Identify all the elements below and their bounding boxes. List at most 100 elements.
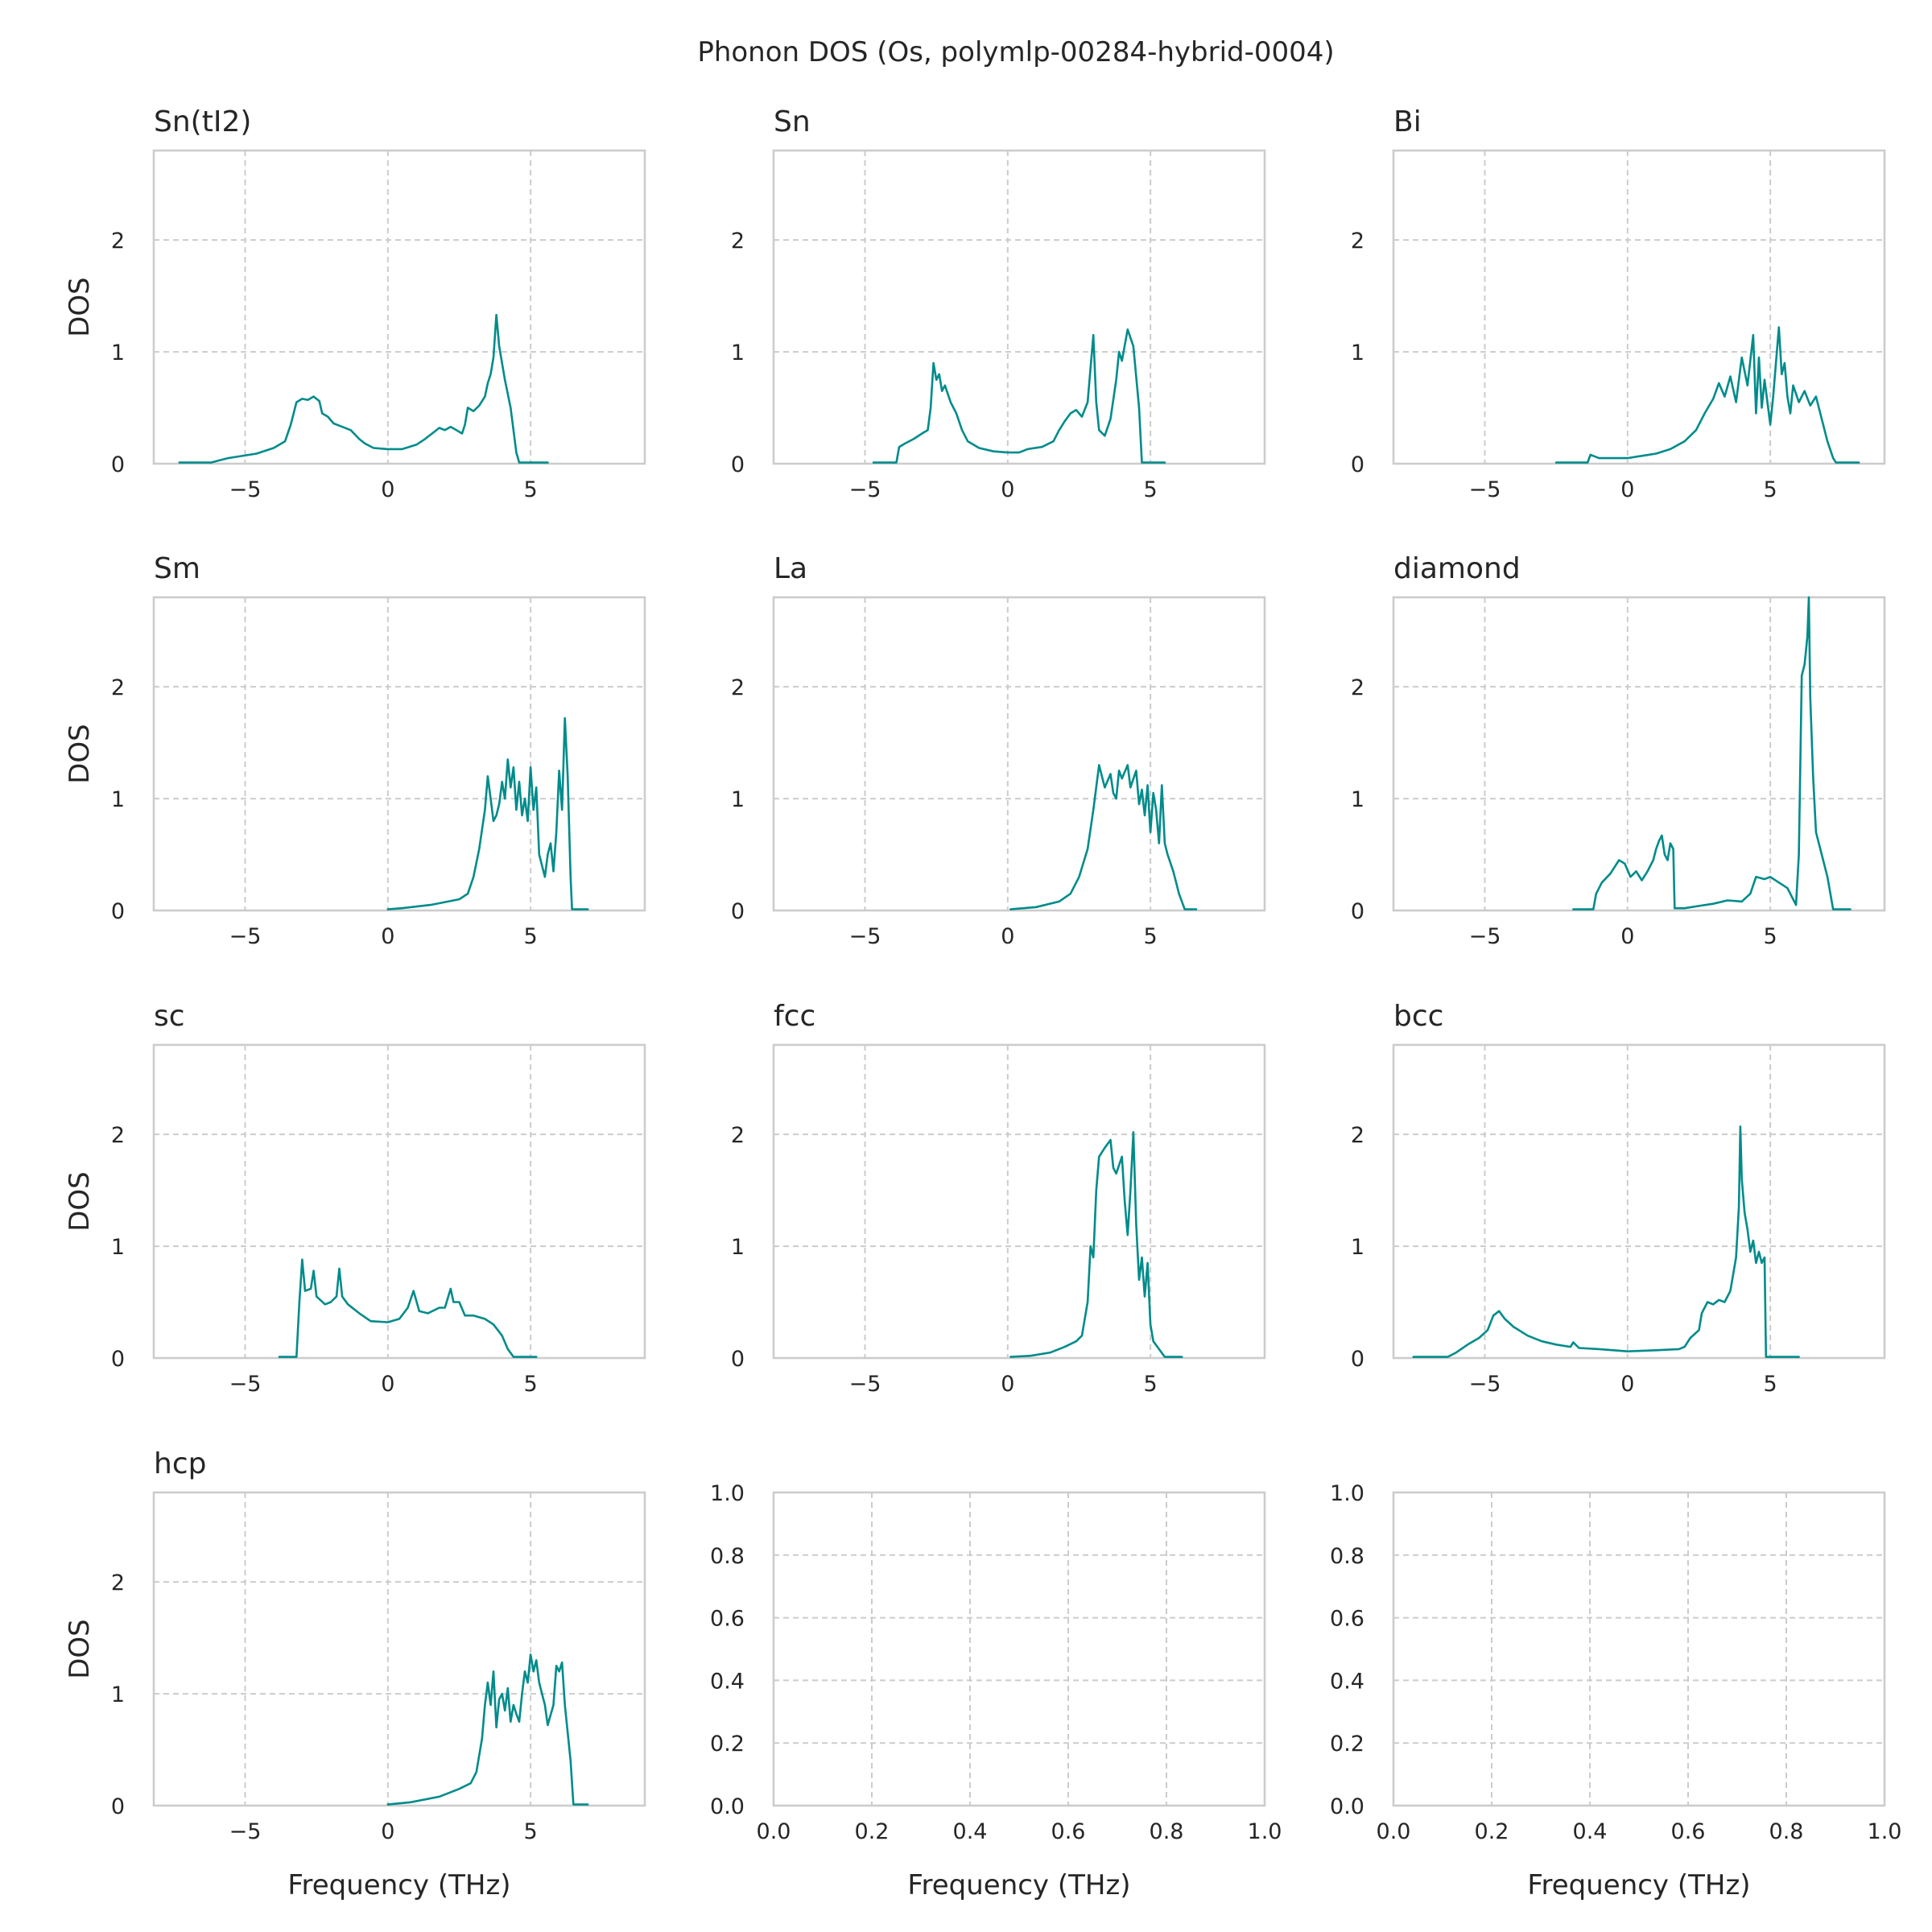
- figure-title: Phonon DOS (Os, polymlp-00284-hybrid-000…: [697, 36, 1334, 68]
- y-tick-label: 0.2: [710, 1732, 745, 1757]
- y-tick-label: 1: [111, 787, 125, 812]
- dos-series-line: [1009, 1131, 1183, 1358]
- panel-frame: [1392, 149, 1886, 465]
- x-tick-label: 0: [381, 1372, 394, 1397]
- y-tick-label: 2: [1351, 229, 1364, 254]
- x-tick-label: 0.4: [1573, 1819, 1608, 1844]
- x-tick-label: 5: [1764, 1372, 1777, 1397]
- panel-title: Sm: [154, 552, 200, 585]
- x-tick-label: −5: [1469, 1372, 1501, 1397]
- panel-frame: [772, 1491, 1266, 1807]
- x-tick-label: 5: [524, 924, 538, 949]
- y-tick-label: 0: [731, 1347, 745, 1372]
- y-tick-label: 2: [111, 675, 125, 700]
- dos-series-line: [1554, 326, 1860, 464]
- x-tick-label: 5: [524, 477, 538, 502]
- x-tick-label: 5: [1144, 924, 1158, 949]
- y-tick-label: 0: [111, 1347, 125, 1372]
- panel-11: 0.0 0.2 0.4 0.6 0.8 1.0 0.0 0.2 0.4 0.6 0.8 1.0 Freq…: [1330, 1481, 1901, 1901]
- panel-frame: [152, 1491, 646, 1807]
- y-tick-label: 2: [111, 1123, 125, 1148]
- y-tick-label: 2: [111, 1571, 125, 1596]
- x-tick-label: −5: [849, 477, 881, 502]
- y-tick-label: 0.0: [710, 1794, 745, 1819]
- x-tick-label: 0.6: [1051, 1819, 1086, 1844]
- panel-9: −5 0 5 0 1 2 hcp DOS Frequency (THz): [64, 1447, 646, 1901]
- panel-frame: [1392, 1043, 1886, 1360]
- dos-series-line: [386, 1653, 589, 1806]
- panel-frame: [152, 149, 646, 465]
- y-tick-label: 1: [731, 787, 745, 812]
- dos-series-line: [1572, 596, 1852, 910]
- y-tick-label: 2: [731, 675, 745, 700]
- dos-series-line: [1009, 764, 1198, 910]
- panel-frame: [152, 1043, 646, 1360]
- x-axis-label: Frequency (THz): [1527, 1869, 1750, 1901]
- panel-title: hcp: [154, 1447, 206, 1480]
- x-tick-label: 0.8: [1769, 1819, 1804, 1844]
- panel-title: Bi: [1393, 105, 1422, 138]
- y-tick-label: 1: [731, 341, 745, 365]
- panel-title: bcc: [1393, 1000, 1443, 1033]
- y-axis-label: DOS: [64, 1171, 96, 1232]
- y-tick-label: 1: [111, 1682, 125, 1707]
- y-axis-label: DOS: [64, 277, 96, 337]
- panel-title: fcc: [774, 1000, 815, 1033]
- panel-title: Sn(tI2): [154, 105, 251, 138]
- y-tick-label: 0: [731, 899, 745, 924]
- dos-series-line: [386, 716, 589, 910]
- x-tick-label: 1.0: [1248, 1819, 1282, 1844]
- x-tick-label: 0: [1620, 1372, 1634, 1397]
- panel-frame: [772, 596, 1266, 912]
- x-tick-label: 5: [1764, 477, 1777, 502]
- x-tick-label: 5: [1144, 1372, 1158, 1397]
- y-tick-label: 0: [1351, 452, 1364, 477]
- x-tick-label: 0.2: [1475, 1819, 1509, 1844]
- y-tick-label: 0: [1351, 1347, 1364, 1372]
- x-tick-label: −5: [229, 1819, 262, 1844]
- x-tick-label: −5: [849, 924, 881, 949]
- x-tick-label: −5: [1469, 477, 1501, 502]
- panel-frame: [1392, 1491, 1886, 1807]
- y-tick-label: 0: [111, 452, 125, 477]
- y-tick-label: 0.6: [1330, 1607, 1364, 1632]
- y-tick-label: 0: [731, 452, 745, 477]
- panel-title: La: [774, 552, 807, 585]
- x-tick-label: 0.8: [1150, 1819, 1184, 1844]
- y-tick-label: 0: [111, 899, 125, 924]
- y-tick-label: 1: [731, 1235, 745, 1260]
- panel-title: sc: [154, 1000, 185, 1033]
- x-tick-label: 0: [381, 924, 394, 949]
- y-tick-label: 0.8: [1330, 1544, 1364, 1569]
- x-tick-label: 0: [1620, 477, 1634, 502]
- y-tick-label: 1: [1351, 341, 1364, 365]
- x-tick-label: −5: [1469, 924, 1501, 949]
- x-tick-label: 5: [1764, 924, 1777, 949]
- x-tick-label: 5: [524, 1819, 538, 1844]
- dos-series-line: [278, 1258, 538, 1358]
- panels-grid: −5 0 5 0 1 2 Sn(tI2) DOS −5 0 5 0 1 2 Sn −5 0 5 0 1 2 Bi −5 0 5 0…: [64, 105, 1901, 1901]
- y-tick-label: 1: [1351, 787, 1364, 812]
- y-tick-label: 0: [111, 1794, 125, 1819]
- x-tick-label: 5: [524, 1372, 538, 1397]
- y-axis-label: DOS: [64, 1619, 96, 1679]
- x-axis-label: Frequency (THz): [907, 1869, 1130, 1901]
- x-tick-label: −5: [229, 1372, 262, 1397]
- x-tick-label: 0: [381, 1819, 394, 1844]
- panel-3: −5 0 5 0 1 2 Sm DOS: [64, 552, 646, 949]
- x-axis-label: Frequency (THz): [287, 1869, 510, 1901]
- x-tick-label: 0.0: [757, 1819, 791, 1844]
- dos-series-line: [872, 328, 1166, 464]
- y-tick-label: 1.0: [710, 1481, 745, 1506]
- x-tick-label: 0.4: [953, 1819, 988, 1844]
- x-tick-label: 0: [1620, 924, 1634, 949]
- y-tick-label: 0.4: [710, 1669, 745, 1694]
- panel-4: −5 0 5 0 1 2 La: [731, 552, 1266, 949]
- dos-series-line: [1412, 1125, 1800, 1358]
- y-tick-label: 2: [111, 229, 125, 254]
- y-tick-label: 1: [111, 341, 125, 365]
- x-tick-label: 5: [1144, 477, 1158, 502]
- y-tick-label: 2: [1351, 675, 1364, 700]
- y-tick-label: 0.8: [710, 1544, 745, 1569]
